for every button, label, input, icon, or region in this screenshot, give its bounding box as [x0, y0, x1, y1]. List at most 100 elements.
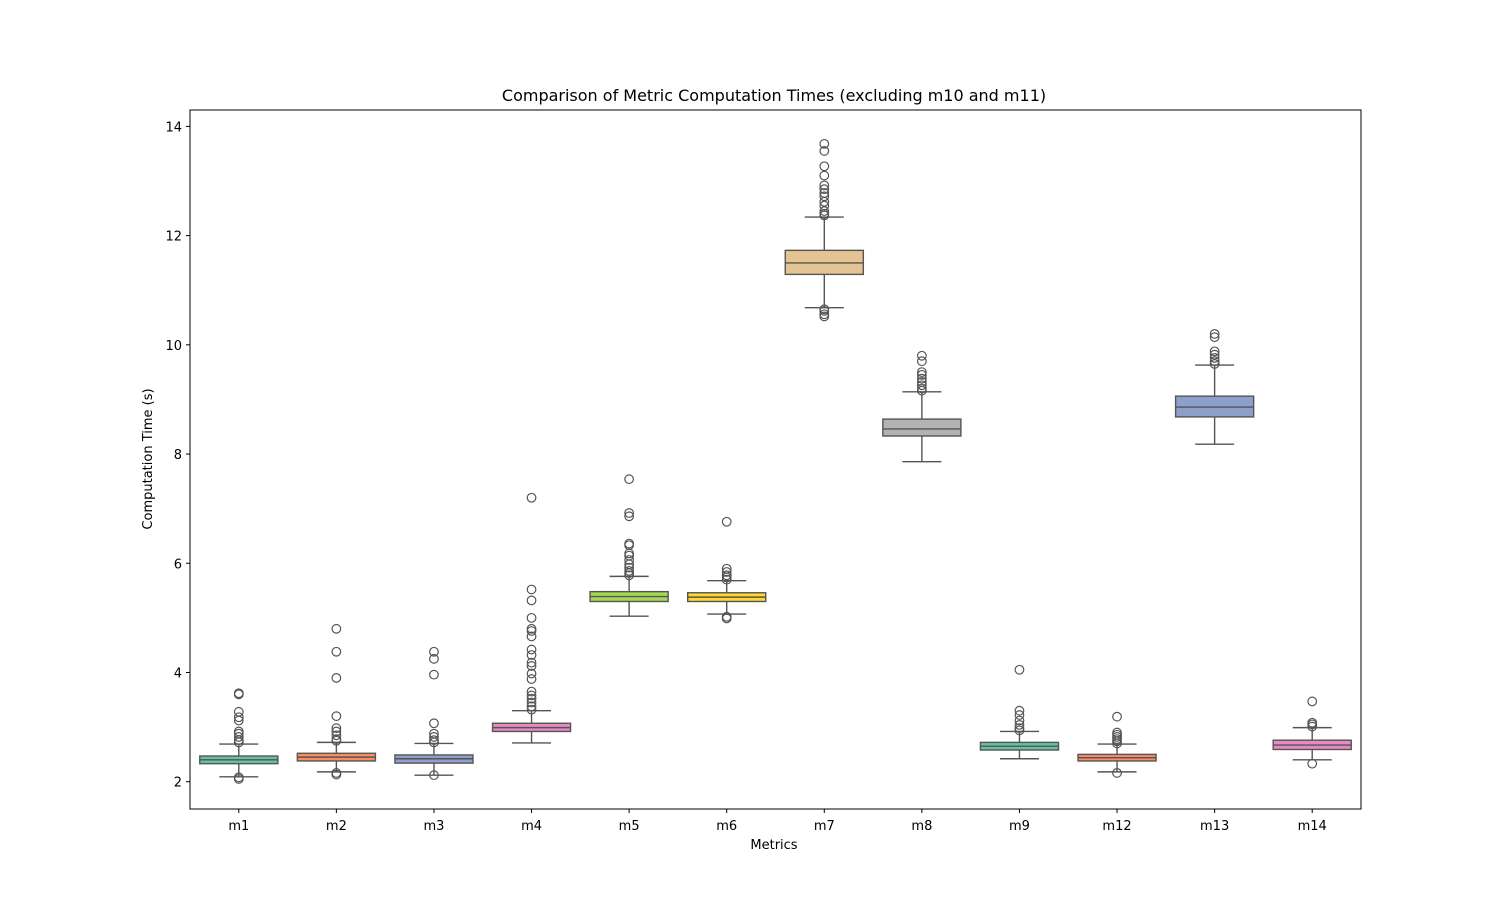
- outlier-point: [624, 562, 635, 573]
- outlier-point: [819, 138, 830, 149]
- outlier-point: [526, 704, 537, 715]
- outlier-point: [331, 711, 342, 722]
- outlier-point: [1209, 328, 1220, 339]
- outlier-point: [233, 726, 244, 737]
- x-tick-label: m13: [1200, 819, 1229, 834]
- outlier-point: [526, 661, 537, 671]
- outlier-point: [1014, 720, 1025, 730]
- x-tick-label: m3: [423, 819, 444, 834]
- outlier-point: [819, 191, 830, 202]
- x-tick-label: m9: [1009, 819, 1030, 834]
- y-axis-title: Computation Time (s): [141, 388, 156, 529]
- outlier-point: [1014, 710, 1025, 720]
- outlier-point: [429, 718, 439, 729]
- box-group-m2: [296, 623, 377, 780]
- y-tick-label: 2: [174, 776, 182, 791]
- outlier-point: [331, 723, 342, 734]
- outlier-point: [526, 584, 537, 595]
- x-tick-label: m7: [814, 819, 835, 834]
- outlier-point: [916, 369, 927, 380]
- outlier-point: [819, 304, 830, 315]
- outlier-point: [331, 673, 342, 683]
- x-tick-label: m5: [619, 819, 640, 834]
- y-tick-label: 4: [174, 666, 182, 681]
- box-group-m4: [491, 492, 572, 744]
- x-axis-title: Metrics: [750, 838, 797, 853]
- outlier-point: [429, 728, 439, 739]
- box-group-m8: [882, 350, 962, 463]
- outlier-point: [1112, 711, 1122, 722]
- box-group-m7: [784, 138, 865, 322]
- outlier-point: [526, 697, 537, 708]
- outlier-point: [526, 644, 537, 655]
- box-group-m1: [199, 688, 279, 784]
- outlier-point: [526, 631, 537, 642]
- y-tick-label: 14: [165, 120, 182, 135]
- box-group-m5: [589, 474, 669, 617]
- outlier-point: [1014, 664, 1025, 675]
- outlier-point: [1209, 332, 1220, 343]
- outlier-point: [526, 690, 537, 701]
- outlier-point: [819, 161, 830, 172]
- outlier-point: [526, 492, 537, 503]
- outlier-point: [429, 646, 439, 657]
- outlier-point: [624, 474, 635, 485]
- outlier-point: [916, 373, 927, 384]
- outlier-point: [916, 356, 927, 367]
- outlier-point: [819, 188, 830, 198]
- outlier-point: [331, 768, 342, 778]
- outlier-point: [331, 726, 342, 737]
- outlier-point: [1014, 705, 1025, 716]
- outlier-point: [916, 350, 927, 361]
- plot-area: [190, 110, 1361, 809]
- outlier-point: [819, 200, 830, 211]
- outlier-point: [526, 686, 537, 697]
- outlier-point: [721, 570, 732, 581]
- box-group-m9: [979, 664, 1060, 760]
- outlier-point: [233, 772, 244, 783]
- x-tick-label: m8: [911, 819, 932, 834]
- outlier-point: [526, 612, 537, 623]
- x-tick-label: m6: [716, 819, 737, 834]
- outlier-point: [1209, 353, 1220, 363]
- outlier-point: [233, 732, 244, 742]
- plot-frame: [189, 109, 1362, 810]
- y-axis: 2 4 6 8 10 12 14: [165, 120, 190, 791]
- outlier-point: [429, 735, 439, 746]
- outlier-point: [429, 669, 439, 680]
- outlier-point: [721, 563, 732, 574]
- x-axis: m1 m2 m3 m4 m5 m6 m7 m8 m9 m12 m13 m14: [228, 809, 1327, 834]
- outlier-point: [624, 555, 635, 565]
- outlier-point: [916, 377, 927, 387]
- outlier-point: [526, 623, 537, 634]
- outlier-point: [526, 650, 537, 660]
- outlier-point: [233, 712, 244, 723]
- outlier-point: [1209, 359, 1220, 369]
- outlier-point: [624, 538, 635, 549]
- outlier-point: [1209, 356, 1220, 367]
- box-group-m12: [1077, 711, 1157, 778]
- outlier-point: [526, 668, 537, 679]
- outlier-point: [1209, 346, 1220, 357]
- outlier-point: [624, 511, 635, 522]
- y-tick-label: 6: [174, 557, 182, 572]
- x-tick-label: m14: [1298, 819, 1327, 834]
- outlier-point: [819, 206, 830, 216]
- x-tick-label: m2: [326, 819, 347, 834]
- x-tick-label: m1: [228, 819, 249, 834]
- outlier-point: [1014, 723, 1025, 734]
- outlier-point: [819, 184, 830, 195]
- outlier-point: [916, 383, 927, 394]
- outlier-point: [916, 367, 927, 378]
- outlier-point: [624, 508, 635, 518]
- outlier-point: [1112, 768, 1122, 778]
- outlier-point: [429, 732, 439, 742]
- outlier-point: [819, 180, 830, 191]
- outlier-point: [721, 567, 732, 577]
- boxes-layer: [199, 138, 1352, 784]
- outlier-point: [233, 688, 244, 699]
- box-group-m6: [686, 516, 767, 624]
- outlier-point: [624, 566, 635, 576]
- box-group-m14: [1272, 696, 1352, 769]
